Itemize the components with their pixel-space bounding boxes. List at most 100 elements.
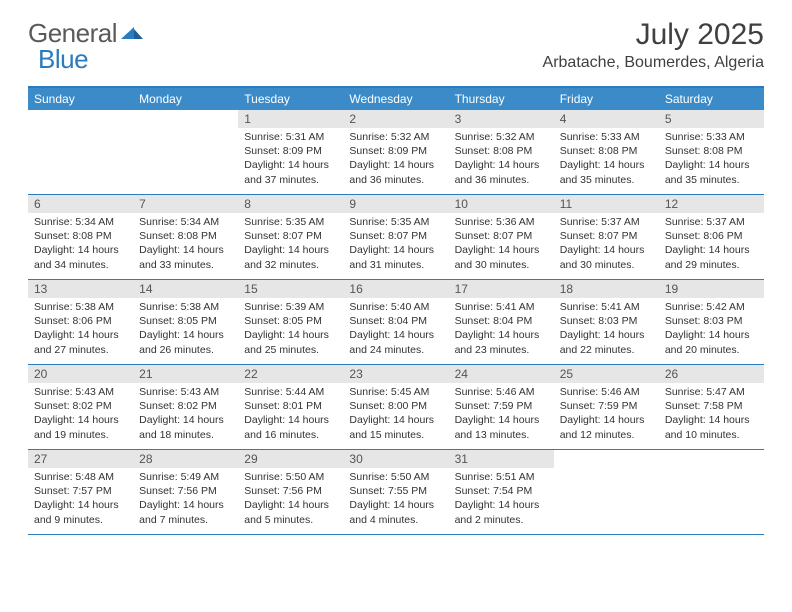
day-cell xyxy=(28,110,133,194)
day-info: Sunrise: 5:36 AMSunset: 8:07 PMDaylight:… xyxy=(449,213,554,276)
sunrise-text: Sunrise: 5:36 AM xyxy=(455,215,548,229)
day-cell: 4Sunrise: 5:33 AMSunset: 8:08 PMDaylight… xyxy=(554,110,659,194)
sunrise-text: Sunrise: 5:38 AM xyxy=(139,300,232,314)
sunrise-text: Sunrise: 5:48 AM xyxy=(34,470,127,484)
day-info: Sunrise: 5:34 AMSunset: 8:08 PMDaylight:… xyxy=(133,213,238,276)
sunset-text: Sunset: 7:59 PM xyxy=(560,399,653,413)
day-info: Sunrise: 5:33 AMSunset: 8:08 PMDaylight:… xyxy=(659,128,764,191)
day-cell: 14Sunrise: 5:38 AMSunset: 8:05 PMDayligh… xyxy=(133,280,238,364)
logo-blue-text: Blue xyxy=(38,44,88,75)
daylight-text: Daylight: 14 hours and 35 minutes. xyxy=(665,158,758,186)
day-info: Sunrise: 5:38 AMSunset: 8:05 PMDaylight:… xyxy=(133,298,238,361)
sunset-text: Sunset: 8:02 PM xyxy=(139,399,232,413)
day-number: 28 xyxy=(133,450,238,468)
daylight-text: Daylight: 14 hours and 10 minutes. xyxy=(665,413,758,441)
day-number: 13 xyxy=(28,280,133,298)
day-cell: 28Sunrise: 5:49 AMSunset: 7:56 PMDayligh… xyxy=(133,450,238,534)
day-cell: 31Sunrise: 5:51 AMSunset: 7:54 PMDayligh… xyxy=(449,450,554,534)
day-number: 27 xyxy=(28,450,133,468)
daylight-text: Daylight: 14 hours and 7 minutes. xyxy=(139,498,232,526)
day-number: 19 xyxy=(659,280,764,298)
weekday-sat: Saturday xyxy=(659,88,764,110)
day-cell: 8Sunrise: 5:35 AMSunset: 8:07 PMDaylight… xyxy=(238,195,343,279)
sunrise-text: Sunrise: 5:46 AM xyxy=(560,385,653,399)
day-number: 30 xyxy=(343,450,448,468)
day-cell: 20Sunrise: 5:43 AMSunset: 8:02 PMDayligh… xyxy=(28,365,133,449)
sunrise-text: Sunrise: 5:51 AM xyxy=(455,470,548,484)
sunrise-text: Sunrise: 5:42 AM xyxy=(665,300,758,314)
sunrise-text: Sunrise: 5:44 AM xyxy=(244,385,337,399)
day-info: Sunrise: 5:40 AMSunset: 8:04 PMDaylight:… xyxy=(343,298,448,361)
sunset-text: Sunset: 8:07 PM xyxy=(560,229,653,243)
day-info: Sunrise: 5:43 AMSunset: 8:02 PMDaylight:… xyxy=(28,383,133,446)
day-number: 7 xyxy=(133,195,238,213)
sunrise-text: Sunrise: 5:35 AM xyxy=(244,215,337,229)
daylight-text: Daylight: 14 hours and 22 minutes. xyxy=(560,328,653,356)
weekday-fri: Friday xyxy=(554,88,659,110)
day-cell: 7Sunrise: 5:34 AMSunset: 8:08 PMDaylight… xyxy=(133,195,238,279)
week-row: 27Sunrise: 5:48 AMSunset: 7:57 PMDayligh… xyxy=(28,450,764,535)
day-cell: 17Sunrise: 5:41 AMSunset: 8:04 PMDayligh… xyxy=(449,280,554,364)
week-row: 1Sunrise: 5:31 AMSunset: 8:09 PMDaylight… xyxy=(28,110,764,195)
sunset-text: Sunset: 8:07 PM xyxy=(244,229,337,243)
day-number: 3 xyxy=(449,110,554,128)
sunrise-text: Sunrise: 5:43 AM xyxy=(34,385,127,399)
day-number: 10 xyxy=(449,195,554,213)
daylight-text: Daylight: 14 hours and 13 minutes. xyxy=(455,413,548,441)
daylight-text: Daylight: 14 hours and 16 minutes. xyxy=(244,413,337,441)
day-cell: 25Sunrise: 5:46 AMSunset: 7:59 PMDayligh… xyxy=(554,365,659,449)
day-info: Sunrise: 5:39 AMSunset: 8:05 PMDaylight:… xyxy=(238,298,343,361)
sunrise-text: Sunrise: 5:41 AM xyxy=(455,300,548,314)
day-cell: 22Sunrise: 5:44 AMSunset: 8:01 PMDayligh… xyxy=(238,365,343,449)
sunset-text: Sunset: 8:08 PM xyxy=(665,144,758,158)
day-cell: 27Sunrise: 5:48 AMSunset: 7:57 PMDayligh… xyxy=(28,450,133,534)
sunset-text: Sunset: 7:58 PM xyxy=(665,399,758,413)
day-cell: 2Sunrise: 5:32 AMSunset: 8:09 PMDaylight… xyxy=(343,110,448,194)
day-number: 17 xyxy=(449,280,554,298)
sunrise-text: Sunrise: 5:31 AM xyxy=(244,130,337,144)
day-number: 29 xyxy=(238,450,343,468)
daylight-text: Daylight: 14 hours and 12 minutes. xyxy=(560,413,653,441)
day-info: Sunrise: 5:37 AMSunset: 8:07 PMDaylight:… xyxy=(554,213,659,276)
day-cell xyxy=(554,450,659,534)
day-info: Sunrise: 5:32 AMSunset: 8:09 PMDaylight:… xyxy=(343,128,448,191)
day-info: Sunrise: 5:50 AMSunset: 7:56 PMDaylight:… xyxy=(238,468,343,531)
sunset-text: Sunset: 8:09 PM xyxy=(349,144,442,158)
day-cell: 26Sunrise: 5:47 AMSunset: 7:58 PMDayligh… xyxy=(659,365,764,449)
day-number: 18 xyxy=(554,280,659,298)
sunrise-text: Sunrise: 5:33 AM xyxy=(665,130,758,144)
daylight-text: Daylight: 14 hours and 19 minutes. xyxy=(34,413,127,441)
sunrise-text: Sunrise: 5:50 AM xyxy=(349,470,442,484)
day-info: Sunrise: 5:31 AMSunset: 8:09 PMDaylight:… xyxy=(238,128,343,191)
day-info: Sunrise: 5:35 AMSunset: 8:07 PMDaylight:… xyxy=(238,213,343,276)
day-number: 8 xyxy=(238,195,343,213)
day-number: 16 xyxy=(343,280,448,298)
day-cell xyxy=(659,450,764,534)
sunset-text: Sunset: 8:01 PM xyxy=(244,399,337,413)
day-info: Sunrise: 5:32 AMSunset: 8:08 PMDaylight:… xyxy=(449,128,554,191)
day-number: 6 xyxy=(28,195,133,213)
day-cell: 3Sunrise: 5:32 AMSunset: 8:08 PMDaylight… xyxy=(449,110,554,194)
day-number: 20 xyxy=(28,365,133,383)
day-number: 2 xyxy=(343,110,448,128)
sunset-text: Sunset: 8:03 PM xyxy=(560,314,653,328)
day-info: Sunrise: 5:35 AMSunset: 8:07 PMDaylight:… xyxy=(343,213,448,276)
sunrise-text: Sunrise: 5:46 AM xyxy=(455,385,548,399)
daylight-text: Daylight: 14 hours and 36 minutes. xyxy=(455,158,548,186)
sunset-text: Sunset: 8:08 PM xyxy=(34,229,127,243)
day-cell: 9Sunrise: 5:35 AMSunset: 8:07 PMDaylight… xyxy=(343,195,448,279)
page-subtitle: Arbatache, Boumerdes, Algeria xyxy=(543,54,764,72)
sunrise-text: Sunrise: 5:34 AM xyxy=(34,215,127,229)
sunrise-text: Sunrise: 5:50 AM xyxy=(244,470,337,484)
daylight-text: Daylight: 14 hours and 35 minutes. xyxy=(560,158,653,186)
sunset-text: Sunset: 7:55 PM xyxy=(349,484,442,498)
sunrise-text: Sunrise: 5:37 AM xyxy=(560,215,653,229)
day-cell: 23Sunrise: 5:45 AMSunset: 8:00 PMDayligh… xyxy=(343,365,448,449)
sunrise-text: Sunrise: 5:41 AM xyxy=(560,300,653,314)
sunset-text: Sunset: 8:04 PM xyxy=(455,314,548,328)
day-info: Sunrise: 5:41 AMSunset: 8:03 PMDaylight:… xyxy=(554,298,659,361)
day-info: Sunrise: 5:44 AMSunset: 8:01 PMDaylight:… xyxy=(238,383,343,446)
daylight-text: Daylight: 14 hours and 30 minutes. xyxy=(560,243,653,271)
day-cell: 21Sunrise: 5:43 AMSunset: 8:02 PMDayligh… xyxy=(133,365,238,449)
sunrise-text: Sunrise: 5:43 AM xyxy=(139,385,232,399)
